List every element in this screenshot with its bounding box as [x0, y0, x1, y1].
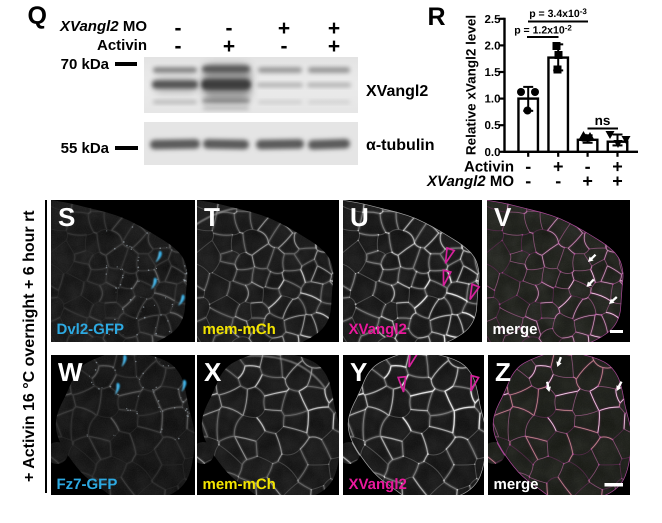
svg-text:+: +: [553, 157, 564, 177]
svg-text:XVangl2: XVangl2: [348, 321, 406, 338]
svg-text:2.5: 2.5: [485, 14, 502, 26]
svg-text:p = 1.2x10-2: p = 1.2x10-2: [514, 24, 572, 37]
svg-text:ns: ns: [595, 113, 611, 128]
svg-text:mem-mCh: mem-mCh: [203, 476, 276, 493]
svg-text:U: U: [350, 202, 369, 232]
svg-text:mem-mCh: mem-mCh: [203, 321, 276, 338]
svg-text:+: +: [612, 171, 623, 191]
svg-text:-: -: [555, 171, 561, 191]
svg-text:Relative xVangl2 level: Relative xVangl2 level: [464, 15, 479, 155]
svg-text:XVangl2 MO: XVangl2 MO: [426, 173, 514, 190]
svg-text:Dvl2-GFP: Dvl2-GFP: [56, 321, 124, 338]
svg-text:+: +: [582, 171, 593, 191]
svg-text:-: -: [525, 171, 531, 191]
svg-text:p = 3.4x10-3: p = 3.4x10-3: [529, 7, 587, 20]
svg-text:Activin: Activin: [464, 159, 514, 176]
svg-text:Fz7-GFP: Fz7-GFP: [56, 476, 117, 493]
svg-text:X: X: [204, 357, 222, 387]
svg-text:0.5: 0.5: [485, 120, 502, 132]
svg-text:Z: Z: [495, 357, 511, 387]
svg-text:Y: Y: [350, 357, 367, 387]
svg-text:0.0: 0.0: [485, 147, 501, 159]
svg-text:2.0: 2.0: [485, 40, 501, 52]
svg-text:1.5: 1.5: [485, 67, 502, 79]
svg-text:+: +: [612, 157, 623, 177]
svg-text:XVangl2: XVangl2: [348, 476, 406, 493]
svg-text:merge: merge: [493, 476, 538, 493]
svg-text:1.0: 1.0: [485, 94, 501, 106]
svg-text:V: V: [494, 202, 512, 232]
svg-text:W: W: [58, 357, 83, 387]
svg-text:T: T: [204, 202, 220, 232]
svg-text:S: S: [58, 202, 75, 232]
svg-text:-: -: [585, 157, 591, 177]
svg-text:merge: merge: [493, 321, 538, 338]
svg-text:-: -: [525, 157, 531, 177]
